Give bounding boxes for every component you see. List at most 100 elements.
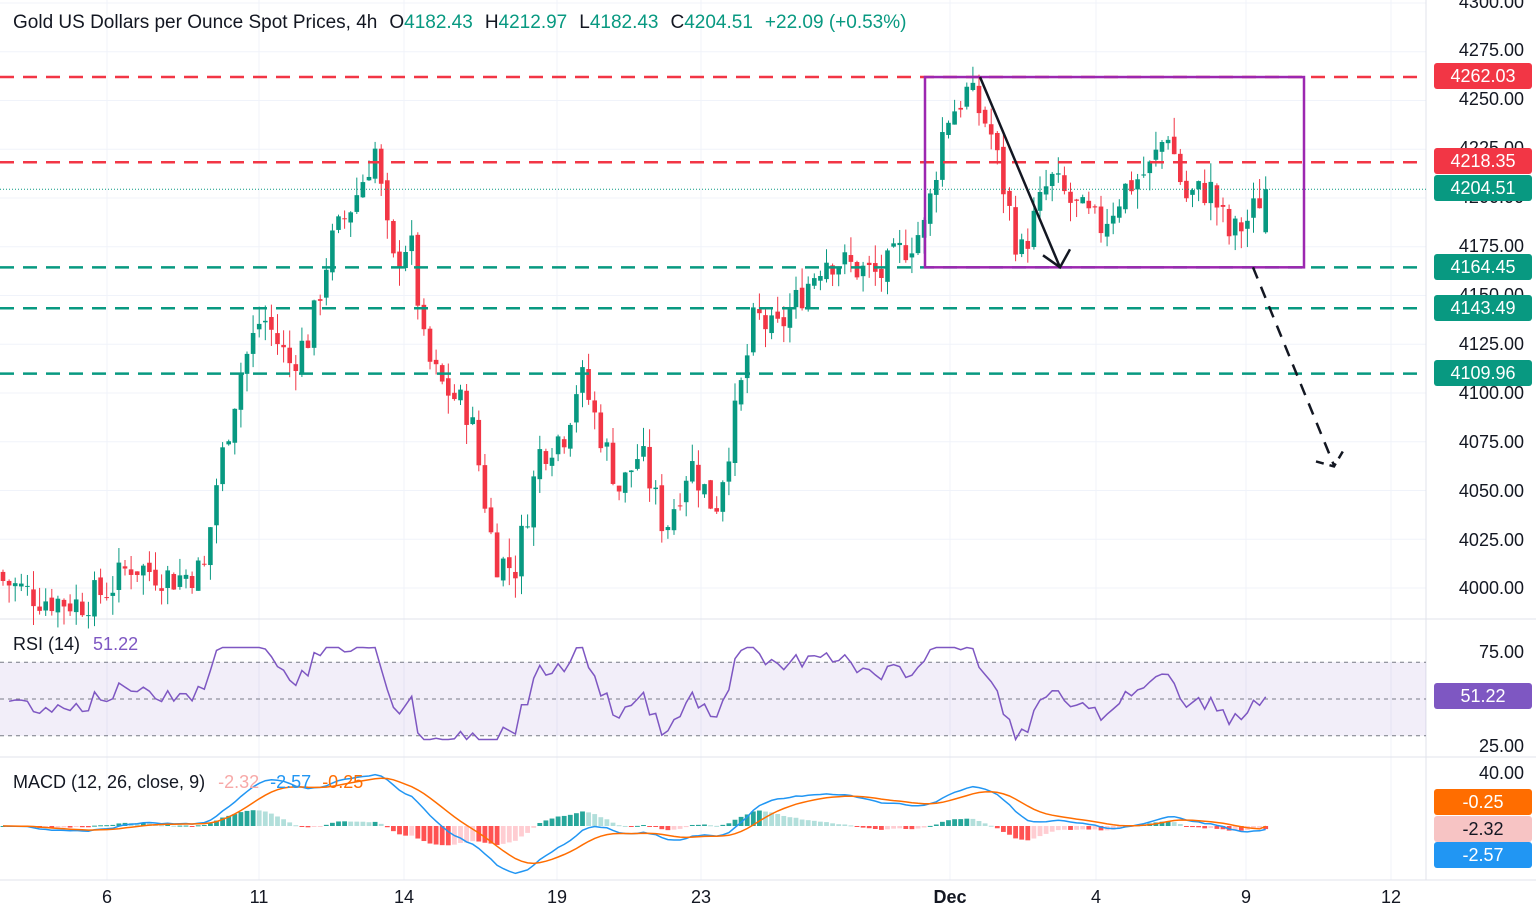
candle-body bbox=[897, 242, 902, 246]
candle-body bbox=[281, 344, 286, 348]
macd-histogram-bar bbox=[616, 825, 622, 827]
macd-histogram-bar bbox=[1184, 826, 1189, 827]
candle-body bbox=[195, 560, 201, 591]
macd-histogram-bar bbox=[104, 825, 110, 827]
candle-body bbox=[336, 216, 341, 230]
candle-body bbox=[232, 408, 238, 443]
macd-histogram-bar bbox=[720, 824, 726, 826]
macd-histogram-bar bbox=[964, 818, 970, 826]
candle-body bbox=[1184, 180, 1189, 199]
macd-histogram-bar bbox=[622, 825, 628, 827]
y-tick-label: 4275.00 bbox=[1458, 40, 1524, 60]
candle-body bbox=[427, 328, 433, 362]
macd-histogram-bar bbox=[561, 815, 567, 826]
macd-histogram-bar bbox=[470, 826, 476, 842]
macd-histogram-bar bbox=[1055, 826, 1061, 831]
candle-body bbox=[494, 532, 500, 578]
candle-body bbox=[866, 262, 872, 266]
candle-body bbox=[385, 180, 390, 221]
macd-histogram-bar bbox=[110, 824, 116, 826]
candle-body bbox=[1019, 239, 1024, 255]
macd-histogram-bar bbox=[305, 826, 311, 828]
y-tick-label: 4100.00 bbox=[1458, 383, 1524, 403]
candle-body bbox=[677, 505, 683, 507]
range-box bbox=[923, 75, 1306, 269]
open-value: 4182.43 bbox=[404, 12, 473, 33]
candle-body bbox=[1232, 218, 1238, 236]
close-value: 4204.51 bbox=[684, 12, 753, 33]
change-value: +22.09 (+0.53%) bbox=[764, 12, 907, 33]
macd-histogram-bar bbox=[848, 825, 854, 827]
candle-body bbox=[635, 459, 640, 469]
macd-histogram-bar bbox=[226, 815, 232, 826]
candle-body bbox=[110, 592, 116, 596]
candle-body bbox=[458, 389, 463, 401]
candle-body bbox=[1098, 206, 1104, 234]
macd-histogram-bar bbox=[415, 826, 421, 839]
macd-histogram-bar bbox=[811, 820, 817, 826]
macd-histogram-bar bbox=[586, 812, 591, 826]
candle-body bbox=[409, 235, 414, 252]
candle-body bbox=[208, 527, 213, 566]
x-tick-label: 23 bbox=[690, 887, 712, 907]
macd-histogram-bar bbox=[1171, 822, 1177, 826]
macd-histogram-bar bbox=[702, 824, 707, 826]
macd-histogram-bar bbox=[1068, 826, 1073, 830]
candle-body bbox=[879, 268, 884, 278]
macd-name: MACD (12, 26, close, 9) bbox=[13, 772, 206, 792]
low-value: 4182.43 bbox=[589, 12, 659, 33]
macd-histogram-bar bbox=[330, 822, 335, 826]
macd-histogram-bar bbox=[232, 814, 238, 826]
macd-histogram-bar bbox=[445, 826, 451, 846]
candle-body bbox=[43, 601, 48, 611]
candle-body bbox=[683, 480, 689, 503]
macd-histogram-bar bbox=[537, 822, 543, 826]
macd-histogram-bar bbox=[159, 825, 164, 827]
rsi-tag: 51.22 bbox=[1434, 683, 1532, 709]
candle-body bbox=[464, 390, 469, 425]
candle-body bbox=[702, 484, 707, 495]
macd-histogram-bar bbox=[842, 824, 848, 826]
candle-body bbox=[12, 583, 18, 587]
macd-histogram-bar bbox=[403, 826, 408, 836]
candle-body bbox=[629, 470, 634, 473]
macd-histogram-bar bbox=[958, 819, 964, 826]
macd-histogram-bar bbox=[1116, 826, 1122, 829]
macd-histogram-bar bbox=[49, 826, 55, 829]
macd-histogram-bar bbox=[134, 823, 140, 826]
candle-body bbox=[134, 571, 140, 575]
candle-body bbox=[848, 255, 854, 262]
macd-histogram-bar bbox=[689, 824, 695, 826]
candle-body bbox=[470, 417, 475, 425]
macd-histogram-bar bbox=[647, 826, 652, 827]
macd-histogram-bar bbox=[311, 826, 317, 827]
candle-body bbox=[177, 575, 183, 587]
candle-body bbox=[641, 446, 646, 457]
price-tag-resistance-2: 4218.35 bbox=[1434, 148, 1532, 174]
macd-histogram-bar bbox=[366, 822, 372, 826]
macd-histogram-bar bbox=[92, 825, 97, 827]
macd-histogram-bar bbox=[793, 817, 799, 826]
macd-histogram-bar bbox=[1049, 826, 1055, 832]
candle-body bbox=[1202, 182, 1207, 204]
macd-histogram-bar bbox=[439, 826, 445, 846]
candle-body bbox=[1049, 173, 1055, 187]
candle-body bbox=[256, 323, 262, 330]
x-tick-label: Dec bbox=[933, 887, 967, 907]
candle-body bbox=[537, 449, 543, 480]
candle-body bbox=[1080, 197, 1085, 204]
candle-body bbox=[830, 265, 835, 275]
macd-histogram-bar bbox=[879, 826, 884, 830]
candle-body bbox=[799, 287, 805, 309]
candle-body bbox=[6, 580, 12, 586]
candle-body bbox=[61, 599, 67, 607]
candle-body bbox=[141, 565, 146, 576]
macd-histogram-bar bbox=[1177, 824, 1183, 826]
candle-body bbox=[1062, 175, 1067, 192]
candle-body bbox=[714, 508, 719, 512]
price-tag-support-3: 4109.96 bbox=[1434, 360, 1532, 386]
candle-body bbox=[250, 332, 256, 354]
candle-body bbox=[311, 300, 317, 348]
candle-body bbox=[391, 221, 396, 254]
